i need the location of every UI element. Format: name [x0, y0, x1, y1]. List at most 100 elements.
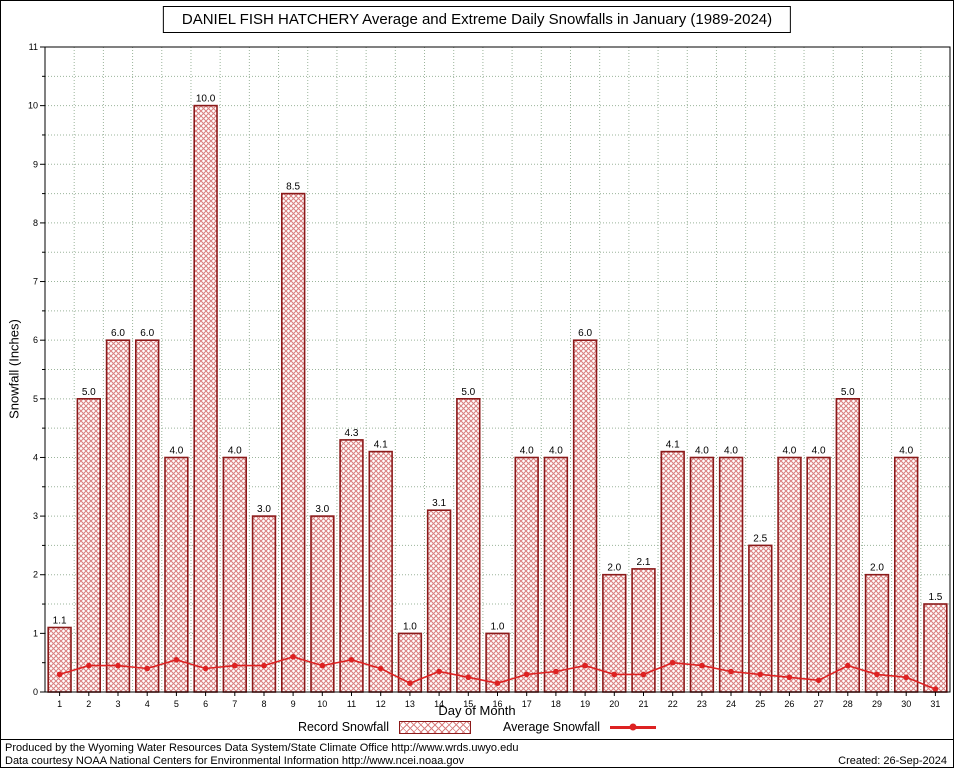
x-tick-label: 11: [347, 699, 356, 709]
y-tick-label: 4: [33, 452, 38, 462]
x-tick-label: 28: [843, 699, 853, 709]
record-bar-day-12: [368, 450, 393, 693]
record-bar-day-26: [777, 456, 802, 693]
record-bar-day-27: [806, 456, 831, 693]
x-tick-label: 26: [784, 699, 794, 709]
average-snowfall-line-marker: [610, 723, 657, 731]
y-tick-label: 7: [33, 277, 38, 287]
record-bar-day-9: [280, 192, 306, 693]
average-snowfall-marker: [874, 671, 880, 678]
record-bar-day-30: [893, 456, 919, 693]
average-snowfall-marker: [786, 674, 793, 681]
bar-value-label: 3.0: [315, 504, 329, 515]
bar-value-label: 2.0: [870, 563, 884, 574]
record-bar-day-28: [835, 397, 861, 693]
average-snowfall-marker: [377, 665, 384, 672]
x-tick-label: 9: [291, 699, 296, 709]
average-snowfall-marker: [144, 665, 150, 672]
average-snowfall-marker: [757, 671, 763, 678]
x-tick-label: 23: [697, 699, 707, 709]
bar-value-label: 5.0: [461, 387, 475, 398]
footer-created-date: Created: 26-Sep-2024: [838, 755, 947, 767]
x-tick-label: 20: [609, 699, 619, 709]
record-bar-day-2: [76, 397, 102, 693]
average-snowfall-marker: [523, 671, 530, 678]
chart-title: DANIEL FISH HATCHERY Average and Extreme…: [162, 6, 792, 33]
average-snowfall-marker: [202, 665, 209, 672]
footer-produced-by: Produced by the Wyoming Water Resources …: [5, 742, 519, 754]
x-tick-label: 19: [580, 699, 590, 709]
record-bar-day-7: [222, 456, 247, 693]
y-tick-label: 10: [28, 101, 38, 111]
record-bar-day-11: [339, 439, 364, 693]
bar-value-label: 4.0: [169, 446, 183, 457]
bar-value-label: 5.0: [82, 387, 96, 398]
average-snowfall-marker: [553, 668, 559, 675]
bar-value-label: 4.0: [782, 446, 796, 457]
y-tick-label: 5: [33, 394, 38, 404]
record-bar-day-25: [748, 544, 773, 693]
record-bar-day-4: [135, 339, 160, 693]
average-snowfall-marker: [815, 677, 822, 684]
bar-value-label: 6.0: [140, 328, 154, 339]
average-snowfall-marker: [348, 657, 355, 663]
record-bar-day-17: [514, 456, 539, 693]
y-tick-label: 3: [33, 511, 38, 521]
bar-value-label: 4.0: [724, 446, 738, 457]
average-snowfall-marker: [232, 662, 238, 669]
x-tick-label: 22: [668, 699, 678, 709]
record-bar-day-19: [572, 339, 598, 693]
x-tick-label: 25: [755, 699, 765, 709]
footer-data-courtesy: Data courtesy NOAA National Centers for …: [5, 755, 465, 767]
record-bar-day-14: [426, 509, 452, 693]
y-tick-label: 8: [33, 218, 38, 228]
bar-value-label: 4.3: [345, 428, 359, 439]
x-tick-label: 8: [261, 699, 266, 709]
average-snowfall-marker: [932, 686, 939, 692]
x-axis-label: Day of Month: [438, 703, 516, 718]
legend-average-label: Average Snowfall: [502, 720, 601, 734]
record-bar-day-15: [456, 397, 481, 693]
x-tick-label: 6: [203, 699, 208, 709]
bar-value-label: 1.0: [403, 621, 417, 632]
bar-value-label: 2.0: [607, 563, 621, 574]
x-tick-label: 18: [551, 699, 561, 709]
y-tick-label: 0: [33, 687, 38, 697]
y-tick-label: 1: [33, 628, 38, 638]
average-snowfall-marker: [115, 662, 121, 669]
record-bar-day-5: [164, 456, 189, 693]
bar-value-label: 6.0: [578, 328, 592, 339]
y-tick-label: 11: [29, 42, 38, 52]
x-tick-label: 15: [463, 699, 473, 709]
x-tick-label: 17: [522, 699, 532, 709]
record-bar-day-3: [105, 339, 131, 693]
record-snowfall-swatch: [398, 720, 471, 734]
average-snowfall-marker: [640, 671, 647, 678]
record-bar-day-1: [47, 626, 72, 693]
y-tick-label: 9: [33, 159, 38, 169]
bar-value-label: 4.0: [695, 446, 709, 457]
bar-value-label: 4.0: [520, 446, 534, 457]
average-snowfall-marker: [86, 662, 92, 669]
x-tick-label: 30: [901, 699, 911, 709]
bar-value-label: 4.0: [899, 446, 913, 457]
x-tick-label: 31: [930, 699, 940, 709]
legend-record-label: Record Snowfall: [297, 720, 389, 734]
average-snowfall-marker: [669, 659, 676, 666]
bar-value-label: 1.5: [928, 592, 942, 603]
bar-value-label: 10.0: [196, 94, 216, 105]
average-snowfall-marker: [699, 662, 705, 669]
record-bar-day-31: [923, 603, 948, 693]
average-snowfall-marker: [261, 662, 267, 669]
bar-value-label: 6.0: [111, 328, 125, 339]
x-tick-label: 29: [872, 699, 882, 709]
average-snowfall-dot: [629, 723, 637, 731]
bar-value-label: 4.1: [374, 440, 388, 451]
average-snowfall-marker: [319, 662, 326, 669]
bar-value-label: 1.1: [53, 616, 67, 627]
average-snowfall-marker: [494, 680, 501, 686]
legend: Record Snowfall Average Snowfall: [1, 720, 953, 734]
average-snowfall-marker: [611, 671, 618, 678]
